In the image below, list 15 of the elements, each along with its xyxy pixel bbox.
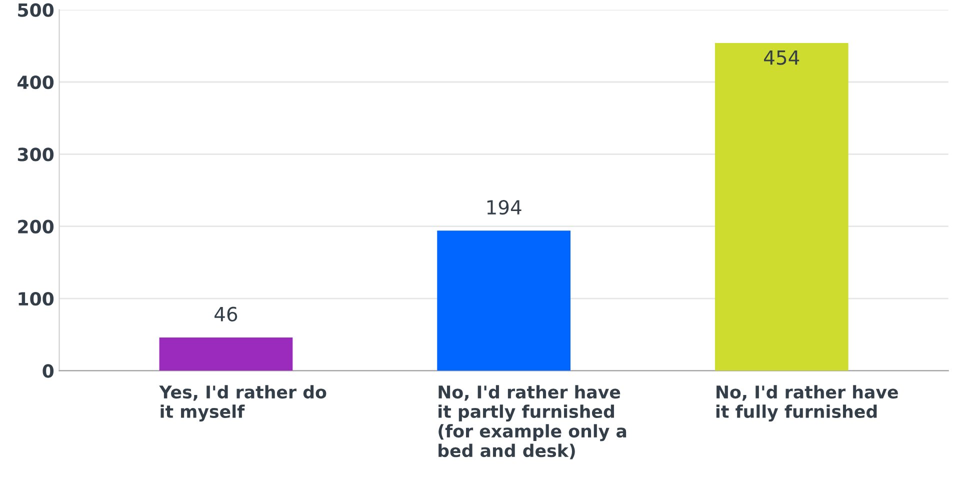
data-label: 46 [214,306,238,322]
y-tick-label: 100 [18,292,54,306]
x-tick-label: No, I'd rather have it partly furnished (for example only a bed and desk) [438,385,626,460]
data-label: 194 [487,200,522,215]
y-tick-label: 500 [18,3,54,17]
y-tick-label: 300 [18,148,54,162]
y-tick-label: 0 [42,364,54,378]
data-label: 454 [764,50,800,65]
y-tick-label: 200 [18,220,54,234]
bar [159,338,293,371]
bar [714,43,848,371]
y-tick-label: 400 [18,75,54,90]
bar [437,230,570,371]
x-tick-label: Yes, I'd rather do it myself [159,385,326,422]
x-tick-label: No, I'd rather have it fully furnished [716,385,898,422]
